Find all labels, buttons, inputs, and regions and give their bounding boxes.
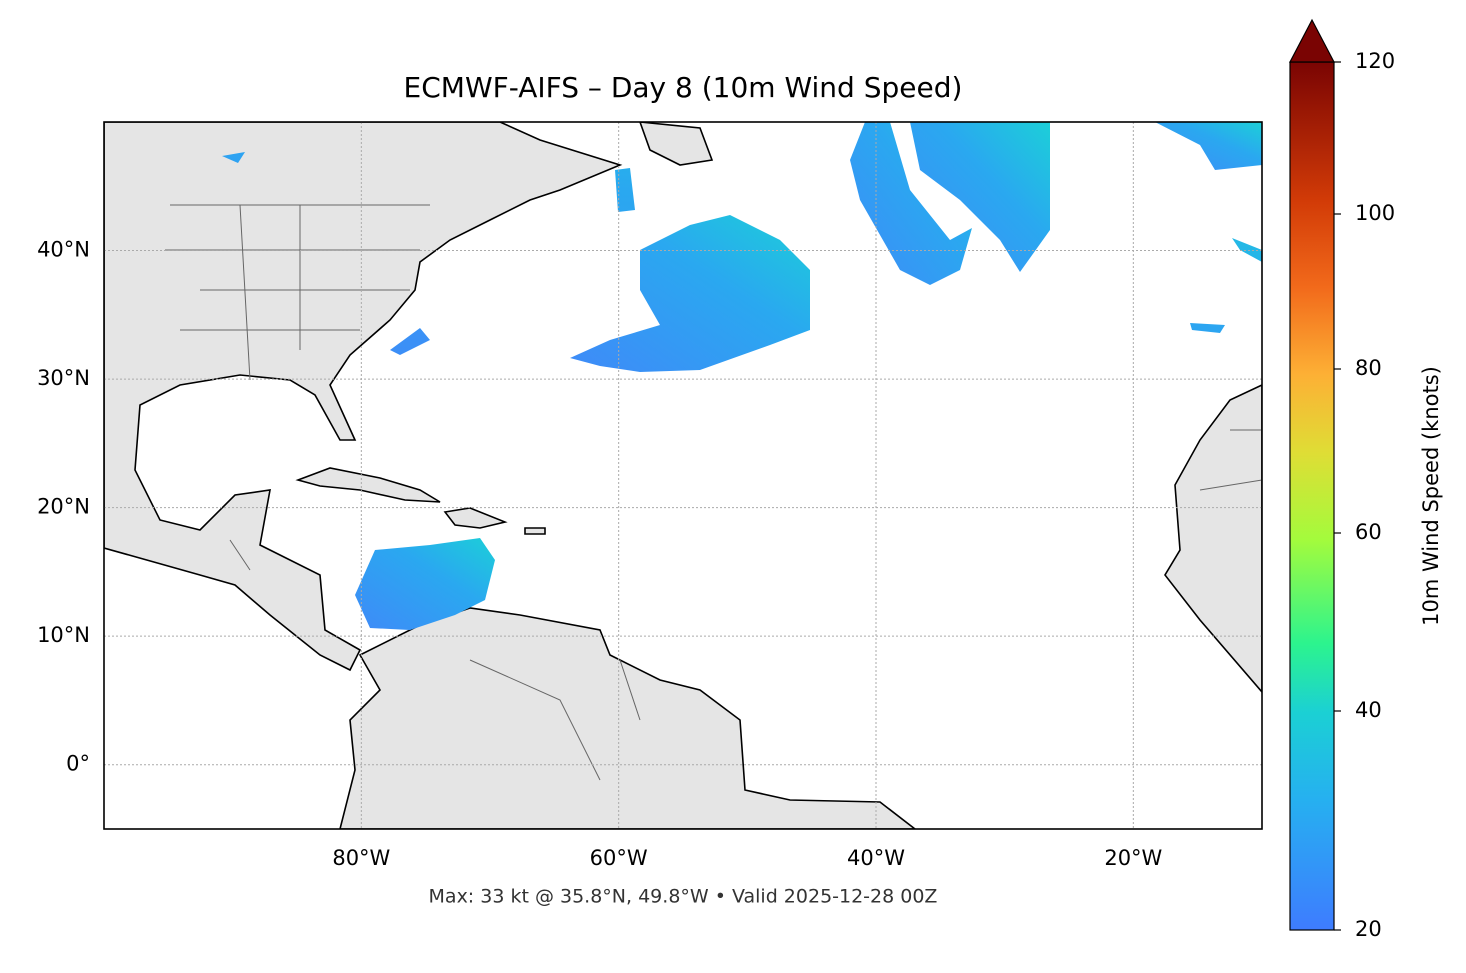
wind-area (850, 122, 972, 285)
hispaniola (443, 507, 508, 529)
borders (165, 204, 1262, 781)
y-tick-label: 0° (66, 752, 90, 776)
colorbar-tick-label: 80 (1355, 356, 1382, 380)
puerto-rico (524, 527, 546, 535)
colorbar-tick-label: 120 (1355, 49, 1395, 73)
africa (1164, 384, 1262, 694)
x-tick-label: 40°W (847, 846, 905, 870)
y-tick-label: 40°N (37, 238, 90, 262)
map-frame (103, 121, 1263, 830)
wind-area (910, 122, 1050, 272)
colorbar-label: 10m Wind Speed (knots) (1419, 366, 1443, 626)
wind-area (355, 538, 495, 630)
footer-note: Max: 33 kt @ 35.8°N, 49.8°W • Valid 2025… (429, 886, 938, 908)
colorbar-tick-label: 60 (1355, 520, 1382, 544)
cuba (295, 467, 441, 503)
wind-area (1155, 122, 1262, 170)
colorbar-tick-label: 40 (1355, 698, 1382, 722)
map-title: ECMWF-AIFS – Day 8 (10m Wind Speed) (404, 71, 963, 104)
x-tick-label: 20°W (1104, 846, 1162, 870)
newfoundland (639, 122, 714, 166)
y-tick-label: 20°N (37, 495, 90, 519)
colorbar-extend (1289, 18, 1335, 63)
colorbar-tick-label: 20 (1355, 917, 1382, 941)
x-tick-label: 80°W (332, 846, 390, 870)
colorbar (1289, 61, 1335, 931)
colorbar-tick-label: 100 (1355, 201, 1395, 225)
south-america (339, 607, 917, 829)
north-america (104, 122, 623, 672)
wind-area (570, 215, 810, 372)
x-tick-label: 60°W (590, 846, 648, 870)
y-tick-label: 10°N (37, 623, 90, 647)
map-area (104, 122, 1262, 829)
y-tick-label: 30°N (37, 366, 90, 390)
